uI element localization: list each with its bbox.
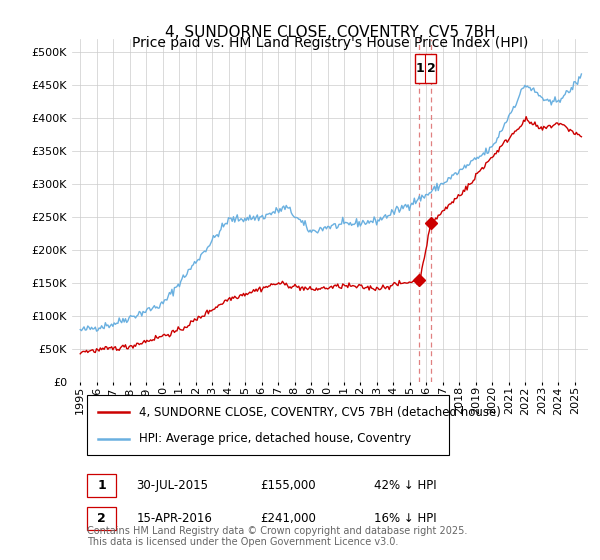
Text: Price paid vs. HM Land Registry's House Price Index (HPI): Price paid vs. HM Land Registry's House …	[132, 36, 528, 50]
Text: 30-JUL-2015: 30-JUL-2015	[137, 479, 209, 492]
Text: 15-APR-2016: 15-APR-2016	[137, 512, 212, 525]
Text: 1: 1	[415, 62, 424, 74]
Bar	[415, 54, 436, 83]
FancyBboxPatch shape	[88, 474, 116, 497]
Text: Contains HM Land Registry data © Crown copyright and database right 2025.
This d: Contains HM Land Registry data © Crown c…	[88, 525, 468, 547]
Text: £241,000: £241,000	[260, 512, 316, 525]
Text: 16% ↓ HPI: 16% ↓ HPI	[374, 512, 436, 525]
FancyBboxPatch shape	[88, 395, 449, 455]
Text: HPI: Average price, detached house, Coventry: HPI: Average price, detached house, Cove…	[139, 432, 411, 445]
Text: 1: 1	[97, 479, 106, 492]
Text: £155,000: £155,000	[260, 479, 316, 492]
FancyBboxPatch shape	[88, 507, 116, 530]
Text: 2: 2	[427, 62, 436, 74]
Text: 2: 2	[97, 512, 106, 525]
Text: 42% ↓ HPI: 42% ↓ HPI	[374, 479, 436, 492]
Text: 4, SUNDORNE CLOSE, COVENTRY, CV5 7BH: 4, SUNDORNE CLOSE, COVENTRY, CV5 7BH	[164, 25, 496, 40]
Text: 4, SUNDORNE CLOSE, COVENTRY, CV5 7BH (detached house): 4, SUNDORNE CLOSE, COVENTRY, CV5 7BH (de…	[139, 405, 501, 419]
